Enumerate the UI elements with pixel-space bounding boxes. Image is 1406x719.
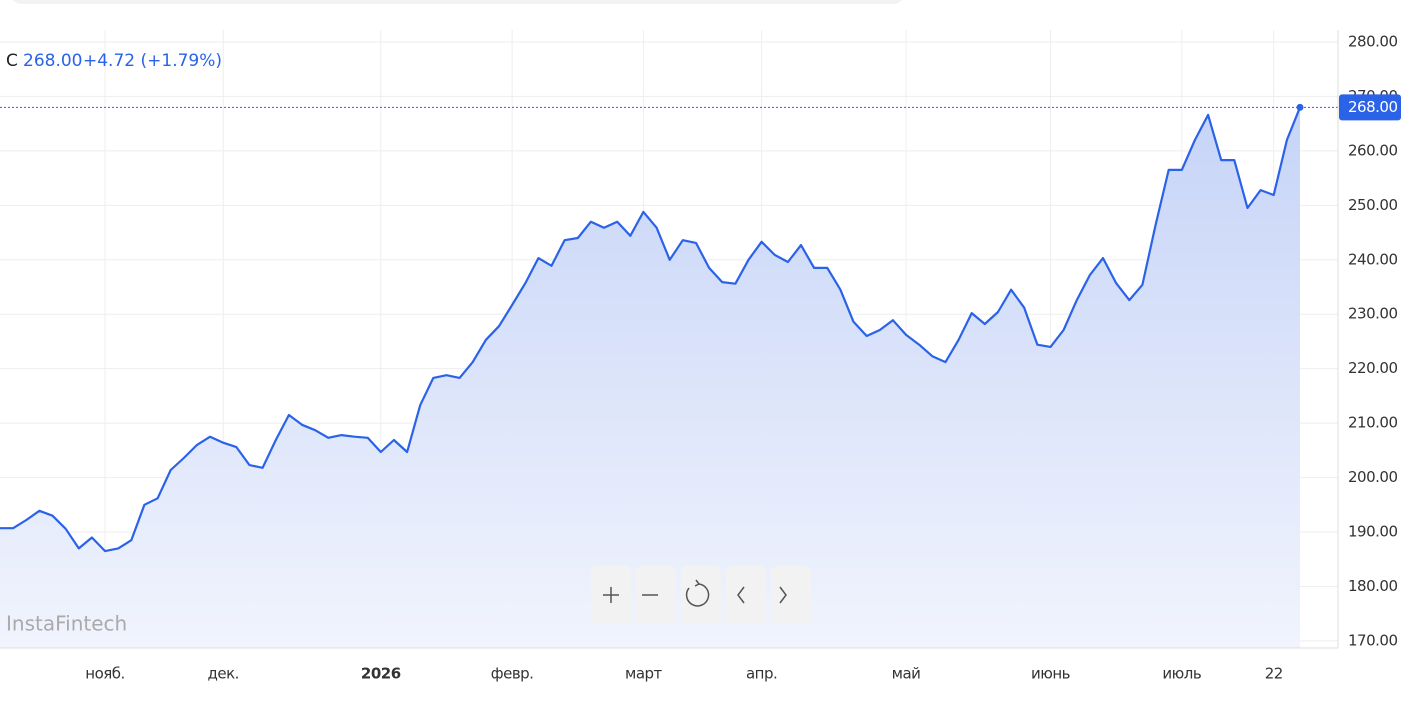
y-tick-label: 190.00 <box>1348 523 1398 541</box>
x-tick-label: дек. <box>208 665 239 683</box>
axes: 170.00 180.00 190.00 200.00 210.00 220.00 230.… <box>85 32 1401 683</box>
zoom-in-icon <box>603 587 619 603</box>
legend-price: 268.00 <box>23 51 82 71</box>
x-tick-label: май <box>892 665 921 683</box>
last-price-label: 268.00 <box>1348 98 1398 116</box>
y-tick-label: 200.00 <box>1348 468 1398 486</box>
scroll-right-button[interactable] <box>771 566 811 624</box>
y-tick-label: 170.00 <box>1348 631 1398 649</box>
x-tick-label: 2026 <box>361 665 401 683</box>
line <box>0 106 1302 553</box>
plot <box>0 103 1338 649</box>
reset-icon <box>685 579 710 607</box>
last-point <box>1296 103 1304 111</box>
y-tick-label: 240.00 <box>1348 250 1398 268</box>
y-tick-label: 230.00 <box>1348 305 1398 323</box>
area <box>0 107 1300 649</box>
reset-button[interactable] <box>681 566 721 624</box>
last-price-badge <box>1339 94 1401 121</box>
x-tick-label: март <box>625 665 663 683</box>
x-tick-label: апр. <box>746 665 777 683</box>
watermark: InstaFintech <box>6 612 127 636</box>
scroll-left-button[interactable] <box>726 566 766 624</box>
legend-prefix: C <box>6 51 18 71</box>
y-tick-label: 250.00 <box>1348 196 1398 214</box>
x-tick-label: июль <box>1162 665 1201 683</box>
x-tick-label: февр. <box>491 665 534 683</box>
x-tick-label: июнь <box>1031 665 1070 683</box>
scroll-right-icon <box>779 586 787 604</box>
y-tick-label: 210.00 <box>1348 414 1398 432</box>
x-tick-label: 22 <box>1265 665 1283 683</box>
y-tick-label: 180.00 <box>1348 577 1398 595</box>
legend-change: +4.72 (+1.79%) <box>83 51 222 71</box>
zoom-controls <box>591 566 811 624</box>
x-tick-label: нояб. <box>85 665 125 683</box>
y-tick-label: 260.00 <box>1348 141 1398 159</box>
y-tick-label: 220.00 <box>1348 359 1398 377</box>
y-tick-label: 280.00 <box>1348 32 1398 50</box>
scroll-left-icon <box>737 586 745 604</box>
search-bar[interactable] <box>10 0 905 4</box>
